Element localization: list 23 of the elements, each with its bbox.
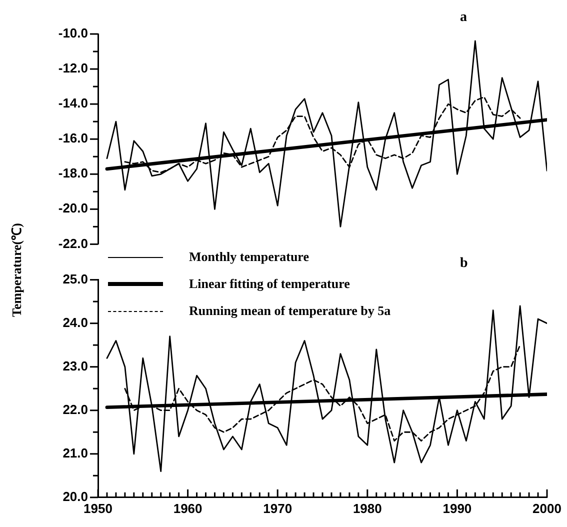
legend-label: Running mean of temperature by 5a: [189, 303, 391, 320]
y-tick-label: -16.0: [58, 130, 88, 146]
legend-label: Monthly temperature: [189, 249, 309, 266]
y-tick-label: -20.0: [58, 200, 88, 216]
y-tick-label: 23.0: [62, 358, 88, 374]
x-tick-label: 1980: [352, 500, 382, 516]
y-tick-label: 24.0: [62, 314, 88, 330]
text: b: [460, 256, 468, 272]
legend-label: Linear fitting of temperature: [189, 276, 350, 292]
y-tick-label: -10.0: [58, 26, 88, 41]
y-tick-label: 25.0: [62, 271, 88, 286]
y-axis-title: Temperature(℃): [8, 223, 25, 317]
text: a: [460, 10, 467, 26]
y-tick-label: -12.0: [58, 60, 88, 76]
x-tick-label: 1960: [173, 500, 202, 516]
y-tick-label: 22.0: [62, 402, 88, 417]
x-tick-label: 1970: [263, 500, 292, 516]
x-tick-label: 1990: [442, 500, 472, 516]
x-tick-label: 2000: [532, 500, 562, 516]
y-tick-label: -22.0: [58, 236, 88, 251]
y-tick-label: 21.0: [62, 445, 88, 460]
y-tick-label: -18.0: [58, 166, 88, 181]
y-tick-label: -14.0: [58, 96, 88, 111]
